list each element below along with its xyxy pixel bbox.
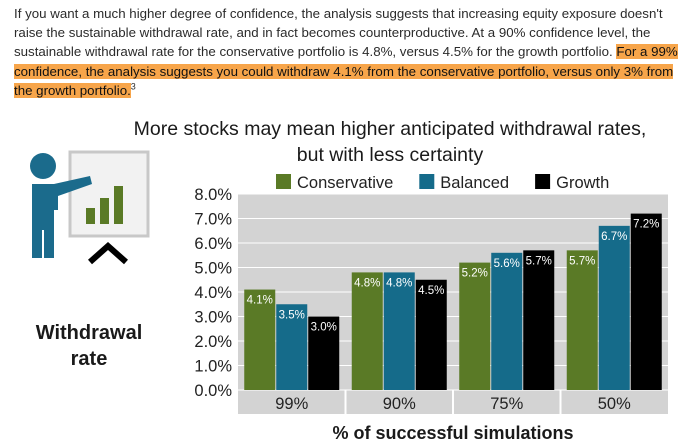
presenter-head-icon — [30, 153, 56, 179]
data-label: 4.8% — [386, 277, 412, 289]
y-axis-label: Withdrawal rate — [35, 322, 143, 370]
data-label: 4.8% — [354, 277, 380, 289]
legend-swatch-growth — [535, 174, 551, 189]
y-tick-label: 5.0% — [194, 260, 232, 278]
y-tick-label: 0.0% — [194, 382, 232, 400]
footnote-marker[interactable]: 3 — [130, 81, 136, 92]
y-tick-label: 6.0% — [194, 235, 232, 253]
y-tick-label: 7.0% — [194, 211, 232, 229]
y-tick-label: 2.0% — [194, 333, 232, 351]
data-label: 5.7% — [526, 255, 552, 267]
y-tick-label: 1.0% — [194, 358, 232, 376]
bar-growth[interactable] — [523, 250, 555, 390]
intro-paragraph: If you want a much higher degree of conf… — [14, 4, 678, 100]
data-label: 5.6% — [494, 258, 520, 270]
bar-conservative[interactable] — [566, 250, 598, 390]
y-tick-label: 4.0% — [194, 284, 232, 302]
data-label: 4.5% — [418, 285, 444, 297]
data-label: 3.0% — [311, 322, 337, 334]
legend-swatch-balanced — [419, 174, 435, 189]
y-tick-label: 3.0% — [194, 309, 232, 327]
board-bar-3 — [114, 186, 123, 224]
easel-stand-icon — [88, 241, 128, 265]
chart-title: More stocks may mean higher anticipated … — [133, 118, 647, 166]
presenter-body-icon — [32, 176, 92, 258]
data-label: 4.1% — [247, 295, 273, 307]
board-bar-1 — [86, 208, 95, 224]
data-label: 7.2% — [633, 219, 659, 231]
bar-balanced[interactable] — [491, 252, 523, 390]
data-label: 5.7% — [569, 255, 595, 267]
legend-label-growth: Growth — [556, 174, 609, 192]
legend-label-conservative: Conservative — [297, 174, 393, 192]
x-axis-label: % of successful simulations — [332, 423, 573, 443]
legend-label-balanced: Balanced — [440, 174, 509, 192]
data-label: 6.7% — [601, 231, 627, 243]
legend-swatch-conservative — [276, 174, 291, 189]
x-tick-label: 99% — [275, 395, 308, 413]
board-bar-2 — [100, 198, 109, 224]
data-label: 5.2% — [462, 268, 488, 280]
data-label: 3.5% — [279, 309, 305, 321]
bar-balanced[interactable] — [598, 225, 630, 390]
bar-balanced[interactable] — [383, 272, 415, 390]
x-tick-label: 50% — [598, 395, 631, 413]
bar-conservative[interactable] — [244, 289, 276, 390]
x-tick-label: 75% — [490, 395, 523, 413]
bar-growth[interactable] — [308, 316, 340, 391]
presenter-chart-icon — [30, 150, 150, 265]
bar-conservative[interactable] — [351, 272, 383, 390]
bar-growth[interactable] — [415, 279, 447, 390]
bar-growth[interactable] — [630, 213, 662, 390]
y-tick-label: 8.0% — [194, 186, 232, 204]
x-tick-label: 90% — [383, 395, 416, 413]
bar-conservative[interactable] — [459, 262, 491, 390]
bar-balanced[interactable] — [276, 304, 308, 390]
paragraph-text: If you want a much higher degree of conf… — [14, 6, 663, 60]
